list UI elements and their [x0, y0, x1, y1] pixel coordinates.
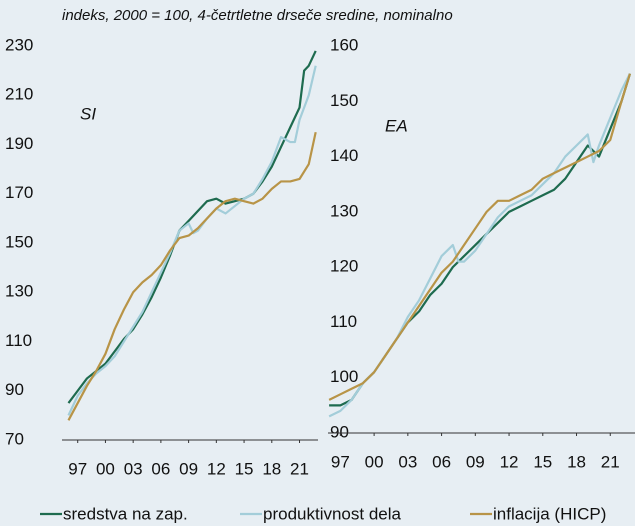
- y-tick-label: 130: [5, 282, 33, 301]
- x-tick-label: 21: [290, 459, 309, 478]
- x-tick-label: 09: [179, 459, 198, 478]
- y-tick-label: 130: [330, 201, 358, 220]
- x-tick-label: 18: [262, 459, 281, 478]
- series-line: [67, 50, 317, 404]
- series-line: [67, 65, 317, 416]
- x-tick-label: 00: [96, 459, 115, 478]
- legend-label: inflacija (HICP): [493, 504, 606, 523]
- x-tick-label: 06: [151, 459, 170, 478]
- y-tick-label: 90: [5, 380, 24, 399]
- y-tick-label: 150: [330, 91, 358, 110]
- y-tick-label: 140: [330, 146, 358, 165]
- x-tick-label: 03: [398, 452, 417, 471]
- x-tick-label: 15: [235, 459, 254, 478]
- subtitle: indeks, 2000 = 100, 4-četrtletne drseče …: [62, 7, 453, 24]
- x-tick-label: 97: [331, 452, 350, 471]
- x-tick-label: 09: [466, 452, 485, 471]
- y-tick-label: 90: [330, 422, 349, 441]
- y-tick-label: 160: [330, 35, 358, 54]
- y-tick-label: 150: [5, 232, 33, 251]
- x-tick-label: 12: [207, 459, 226, 478]
- y-tick-label: 210: [5, 85, 33, 104]
- x-tick-label: 15: [533, 452, 552, 471]
- y-tick-label: 120: [330, 257, 358, 276]
- legend-label: sredstva na zap.: [63, 504, 188, 523]
- x-tick-label: 18: [567, 452, 586, 471]
- y-tick-label: 100: [330, 367, 358, 386]
- panel-label: EA: [385, 116, 408, 135]
- y-tick-label: 230: [5, 35, 33, 54]
- y-tick-label: 190: [5, 134, 33, 153]
- x-tick-label: 00: [365, 452, 384, 471]
- series-line: [67, 131, 317, 421]
- x-tick-label: 97: [68, 459, 87, 478]
- x-tick-label: 12: [500, 452, 519, 471]
- y-tick-label: 110: [5, 331, 32, 350]
- y-tick-label: 110: [330, 312, 357, 331]
- x-tick-label: 06: [432, 452, 451, 471]
- x-tick-label: 03: [124, 459, 143, 478]
- series-line: [328, 73, 631, 401]
- y-tick-label: 70: [5, 429, 24, 448]
- panel-label: SI: [80, 104, 96, 123]
- y-tick-label: 170: [5, 183, 33, 202]
- legend-label: produktivnost dela: [263, 504, 402, 523]
- x-tick-label: 21: [601, 452, 620, 471]
